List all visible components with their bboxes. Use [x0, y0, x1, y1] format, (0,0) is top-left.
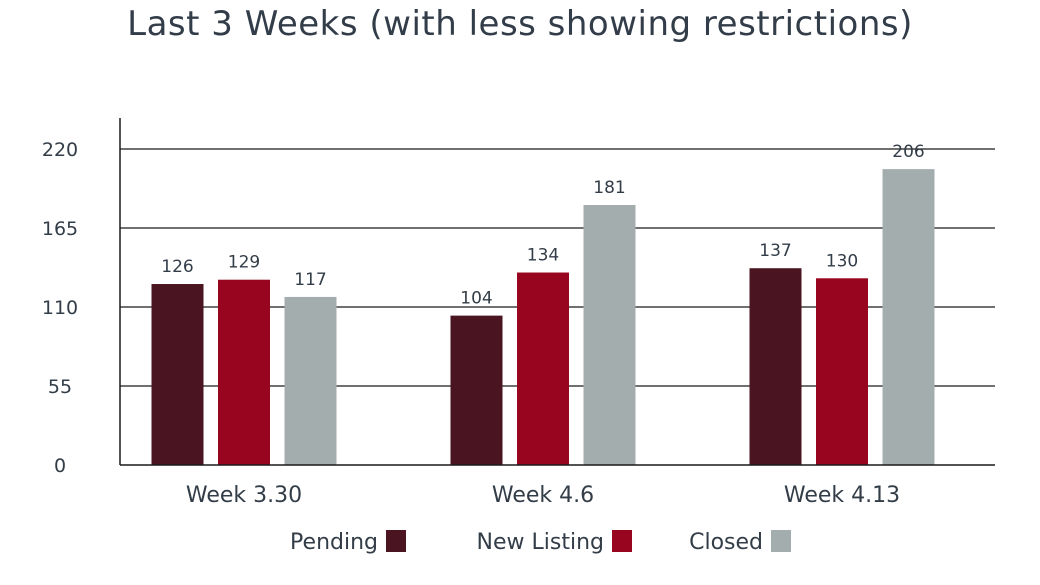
data-label: 181 [593, 178, 625, 198]
data-label: 206 [892, 142, 924, 162]
bars [151, 169, 935, 466]
legend-label: New Listing [477, 530, 604, 555]
data-label: 129 [228, 253, 260, 273]
legend-swatch [612, 530, 632, 552]
legend-swatch [386, 530, 406, 552]
legend-label: Closed [689, 530, 763, 555]
bar [450, 315, 503, 465]
legend-swatch [771, 530, 791, 552]
category-label: Week 4.13 [784, 483, 900, 508]
bar [517, 272, 569, 465]
bar [218, 279, 270, 465]
data-labels: 126 129 117 104 134 181 137 130 206 [161, 142, 924, 309]
category-label: Week 3.30 [186, 483, 302, 508]
legend: Pending New Listing Closed [290, 530, 791, 555]
y-tick-label: 165 [42, 218, 78, 240]
bar [151, 284, 204, 465]
data-label: 117 [294, 270, 326, 290]
axes [119, 118, 995, 466]
data-label: 126 [161, 257, 193, 277]
y-tick-label: 0 [54, 455, 66, 477]
bar [882, 169, 935, 466]
y-axis-ticks: 0 55 110 165 220 [42, 139, 78, 477]
bar [284, 296, 337, 465]
bar [749, 268, 802, 465]
y-tick-label: 55 [48, 376, 72, 398]
x-axis-categories: Week 3.30 Week 4.6 Week 4.13 [186, 483, 900, 508]
y-tick-label: 110 [42, 297, 78, 319]
legend-label: Pending [290, 530, 378, 555]
bar [816, 278, 868, 465]
category-label: Week 4.6 [492, 483, 594, 508]
data-label: 134 [527, 246, 559, 266]
data-label: 137 [759, 241, 791, 261]
bar [583, 205, 636, 465]
data-label: 104 [460, 289, 492, 309]
y-tick-label: 220 [42, 139, 78, 161]
data-label: 130 [826, 251, 858, 271]
chart-title: Last 3 Weeks (with less showing restrict… [127, 4, 913, 44]
